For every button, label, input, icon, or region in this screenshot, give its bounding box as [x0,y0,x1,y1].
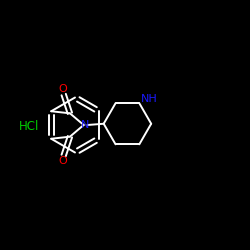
Text: NH: NH [140,94,157,104]
Text: N: N [81,120,89,130]
Text: HCl: HCl [18,120,39,133]
Text: O: O [59,156,68,166]
Text: O: O [59,84,68,94]
